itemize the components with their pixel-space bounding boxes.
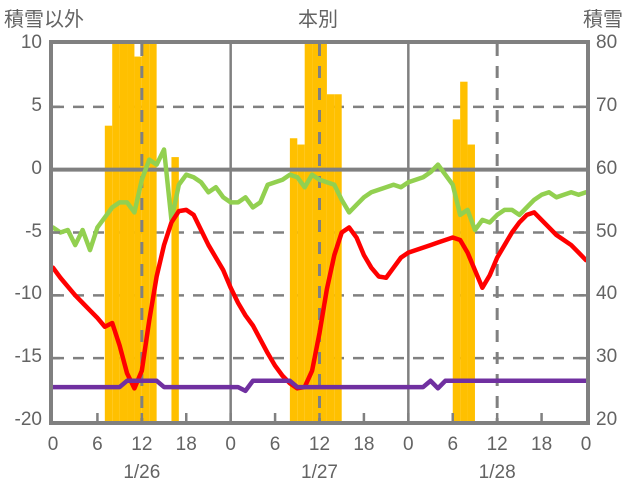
snow-bar: [312, 44, 320, 421]
snow-bar: [141, 44, 150, 421]
snow-bar: [112, 44, 120, 421]
snow-bar: [104, 125, 113, 421]
snow-bar: [119, 44, 128, 421]
chart-title: 本別: [298, 9, 338, 31]
x-tick: 6: [92, 434, 103, 455]
snow-depth-line: [53, 378, 586, 394]
snow-bar: [460, 81, 468, 421]
y-tick-left: -15: [14, 346, 42, 368]
x-tick: 6: [447, 434, 459, 455]
temperature-line: [53, 207, 586, 391]
y-tick-left: 10: [20, 32, 42, 53]
x-tick: 12: [308, 434, 331, 455]
x-tick: 0: [47, 434, 59, 455]
y-tick-left: -10: [14, 283, 42, 305]
wind-line: [53, 147, 586, 253]
snow-bar: [297, 144, 305, 421]
x-tick: 12: [131, 434, 153, 455]
y-tick-left: 0: [31, 157, 42, 179]
x-tick: 6: [269, 434, 281, 455]
snow-bar: [334, 94, 342, 421]
x-day-label: 1/28: [478, 462, 516, 483]
y-tick-right: 50: [596, 220, 618, 242]
x-tick: 18: [353, 434, 375, 455]
y-tick-right: 20: [596, 409, 618, 430]
y-tick-left: -5: [25, 220, 42, 242]
y-tick-left: -20: [14, 409, 42, 430]
y-tick-right: 70: [596, 94, 618, 116]
snow-bar: [289, 138, 298, 421]
snow-bar: [127, 44, 135, 421]
y-tick-right: 40: [596, 283, 618, 305]
plot-canvas: [53, 44, 586, 421]
x-tick: 12: [486, 434, 508, 455]
snow-bar: [149, 44, 157, 421]
x-tick: 0: [580, 434, 592, 455]
snow-bar: [467, 144, 475, 421]
x-tick: 0: [403, 434, 414, 455]
snow-bar: [452, 119, 461, 421]
y-tick-right: 80: [596, 32, 618, 53]
snow-bar: [304, 44, 313, 421]
y-tick-right: 60: [596, 157, 618, 179]
snow-bar: [319, 44, 327, 421]
snow-bar: [134, 56, 142, 421]
x-tick: 18: [531, 434, 553, 455]
right-axis-title: 積雪: [583, 9, 623, 31]
x-day-label: 1/27: [301, 462, 338, 483]
left-axis-title: 積雪以外: [4, 9, 84, 31]
y-tick-left: 5: [31, 94, 42, 116]
y-tick-right: 30: [596, 346, 618, 368]
snow-bar: [326, 94, 335, 421]
chart-svg: [53, 44, 586, 421]
plot-area: [49, 40, 590, 425]
x-tick: 0: [225, 434, 236, 455]
snow-bar: [171, 157, 179, 421]
x-day-label: 1/26: [123, 462, 161, 483]
x-tick: 18: [175, 434, 197, 455]
